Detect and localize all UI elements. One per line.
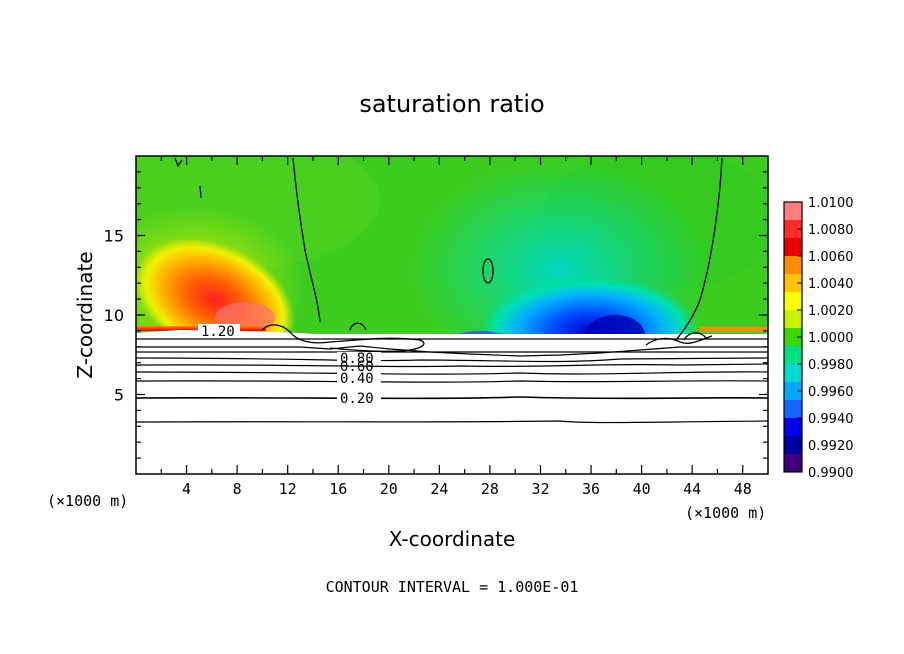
colorbar-segment bbox=[784, 202, 802, 221]
colorbar-segment bbox=[784, 382, 802, 401]
colorbar-segment bbox=[784, 328, 802, 347]
colorbar-segment bbox=[784, 364, 802, 383]
x-unit-label-right: (×1000 m) bbox=[685, 504, 766, 522]
colorbar-segment bbox=[784, 220, 802, 239]
colorbar-segment bbox=[784, 436, 802, 455]
colorbar-tick-label: 0.9900 bbox=[808, 466, 854, 481]
colorbar-tick-label: 1.0040 bbox=[808, 277, 854, 292]
colorbar-segment bbox=[784, 346, 802, 365]
x-tick-label: 8 bbox=[233, 480, 242, 498]
colorbar-segment bbox=[784, 256, 802, 275]
colorbar-tick-label: 0.9980 bbox=[808, 358, 854, 373]
colorbar-tick-label: 1.0060 bbox=[808, 250, 854, 265]
colorbar-segment bbox=[784, 400, 802, 419]
x-tick-label: 36 bbox=[582, 480, 600, 498]
x-axis: 4 8 12 16 20 24 28 32 36 40 44 48 bbox=[160, 156, 752, 498]
x-tick-label: 12 bbox=[279, 480, 297, 498]
colorbar-tick-label: 1.0100 bbox=[808, 196, 854, 211]
contour-label-0-80: 0.80 bbox=[340, 351, 374, 367]
colorbar-segment bbox=[784, 238, 802, 257]
x-tick-label: 48 bbox=[734, 480, 752, 498]
colorbar-tick-label: 0.9920 bbox=[808, 439, 854, 454]
contour-label-1-20: 1.20 bbox=[201, 324, 235, 340]
contour-label-0-40: 0.40 bbox=[340, 371, 374, 387]
heatmap-field bbox=[136, 156, 768, 474]
z-tick-label: 5 bbox=[114, 386, 124, 405]
colorbar: 1.0100 1.0080 1.0060 1.0040 1.0020 1.0000 0.99… bbox=[783, 196, 854, 481]
x-tick-label: 32 bbox=[531, 480, 549, 498]
colorbar-segment bbox=[784, 292, 802, 311]
contour-interval-footer: CONTOUR INTERVAL = 1.000E-01 bbox=[326, 578, 579, 596]
x-tick-label: 20 bbox=[380, 480, 398, 498]
colorbar-tick-label: 1.0000 bbox=[808, 331, 854, 346]
chart-title: saturation ratio bbox=[359, 90, 544, 118]
colorbar-tick-label: 0.9960 bbox=[808, 385, 854, 400]
colorbar-tick-label: 0.9940 bbox=[808, 412, 854, 427]
x-unit-label-left: (×1000 m) bbox=[47, 492, 128, 510]
contour-label-group: 1.20 0.80 0.60 0.40 0.20 bbox=[198, 324, 381, 407]
x-tick-label: 4 bbox=[182, 480, 191, 498]
z-axis-title: Z-coordinate bbox=[73, 251, 97, 378]
colorbar-tick-label: 1.0080 bbox=[808, 223, 854, 238]
contour-lines bbox=[136, 338, 768, 424]
colorbar-segment bbox=[784, 274, 802, 293]
x-tick-label: 44 bbox=[683, 480, 701, 498]
colorbar-segment bbox=[784, 310, 802, 329]
z-tick-label: 10 bbox=[104, 306, 124, 325]
x-tick-label: 24 bbox=[430, 480, 448, 498]
colorbar-segment bbox=[784, 454, 802, 473]
x-axis-title: X-coordinate bbox=[389, 527, 516, 551]
x-tick-label: 40 bbox=[633, 480, 651, 498]
x-tick-label: 16 bbox=[329, 480, 347, 498]
z-tick-label: 15 bbox=[104, 227, 124, 246]
z-axis: 5 10 15 bbox=[104, 171, 768, 459]
contour-label-0-20: 0.20 bbox=[340, 391, 374, 407]
x-tick-label: 28 bbox=[481, 480, 499, 498]
colorbar-tick-label: 1.0020 bbox=[808, 304, 854, 319]
colorbar-segment bbox=[784, 418, 802, 437]
